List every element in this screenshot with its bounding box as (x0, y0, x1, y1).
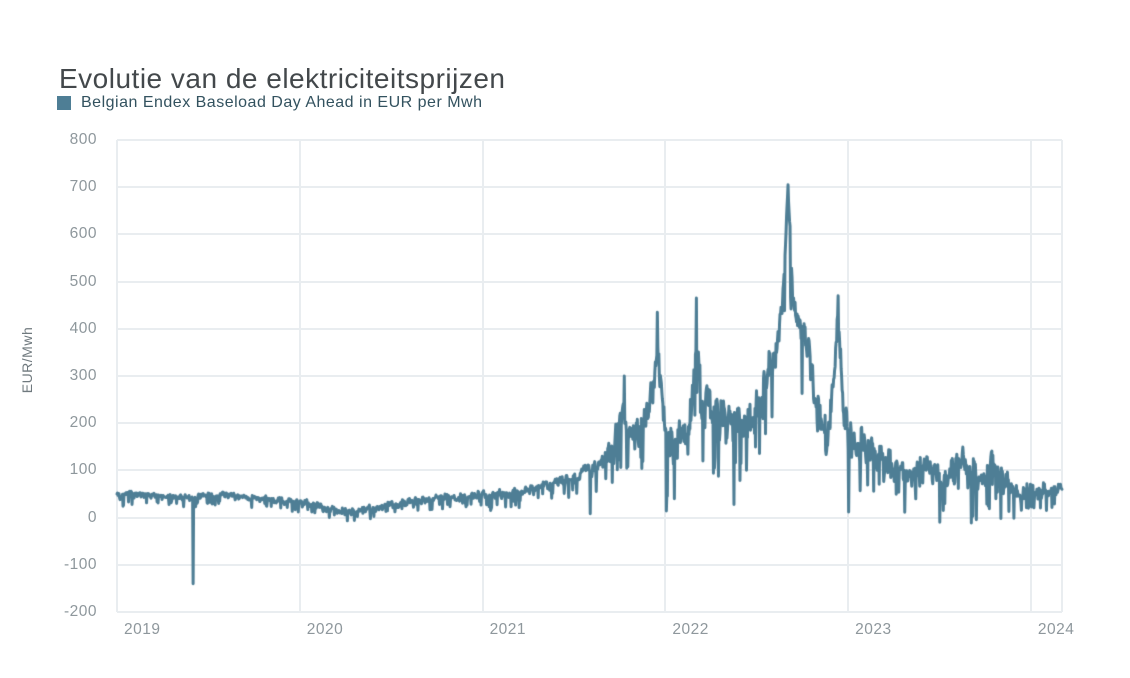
price-series-line (0, 0, 1130, 678)
chart-page: Evolutie van de elektriciteitsprijzen Be… (0, 0, 1130, 678)
plot-area: EUR/Mwh 8007006005004003002001000-100-20… (0, 0, 1130, 678)
